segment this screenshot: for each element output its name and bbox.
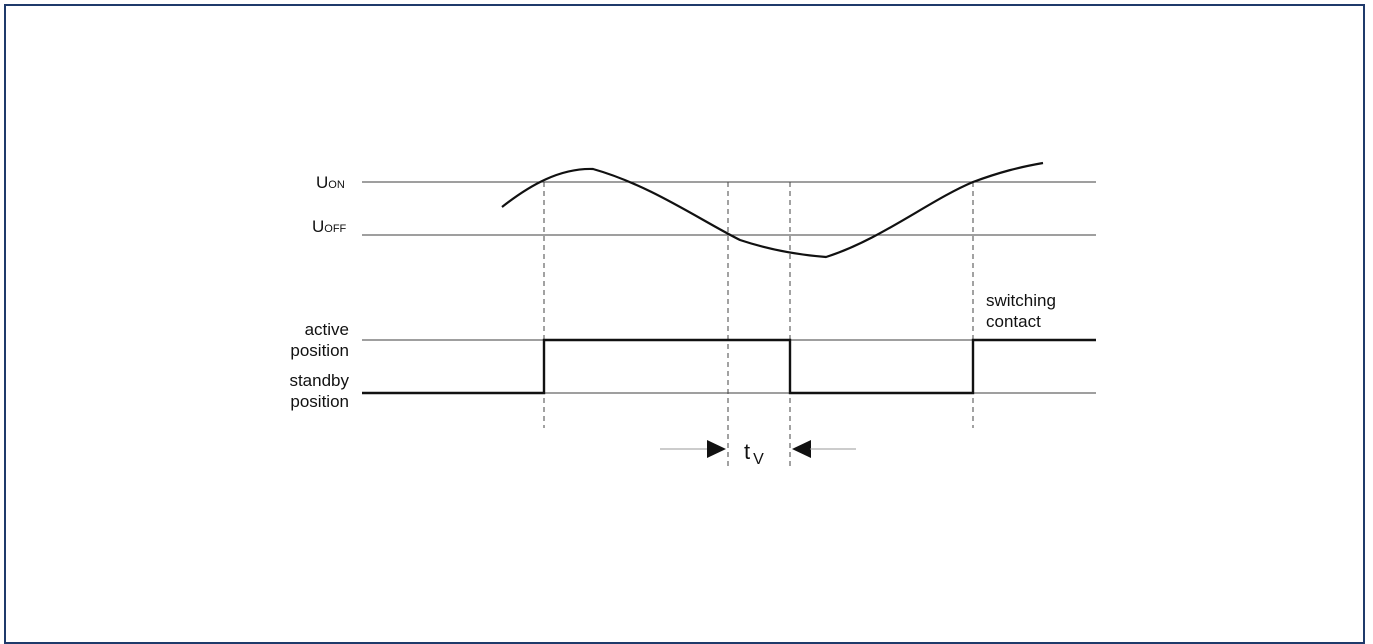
standby-position-label-2: position	[290, 392, 349, 411]
delay-arrow-left	[707, 440, 726, 458]
u-on-label: UON	[316, 173, 345, 192]
active-position-label-2: position	[290, 341, 349, 360]
u-off-label: UOFF	[312, 217, 347, 236]
voltage-curve	[501, 161, 1044, 259]
switching-contact-label-2: contact	[986, 312, 1041, 331]
timing-diagram: UON UOFF active position standby positio…	[289, 161, 1096, 470]
switching-contact-label: switching	[986, 291, 1056, 310]
active-position-label: active	[305, 320, 349, 339]
diagram-frame	[4, 4, 1365, 644]
standby-position-label: standby	[289, 371, 349, 390]
switching-contact-waveform	[362, 338, 1096, 395]
delay-arrow-right	[792, 440, 811, 458]
